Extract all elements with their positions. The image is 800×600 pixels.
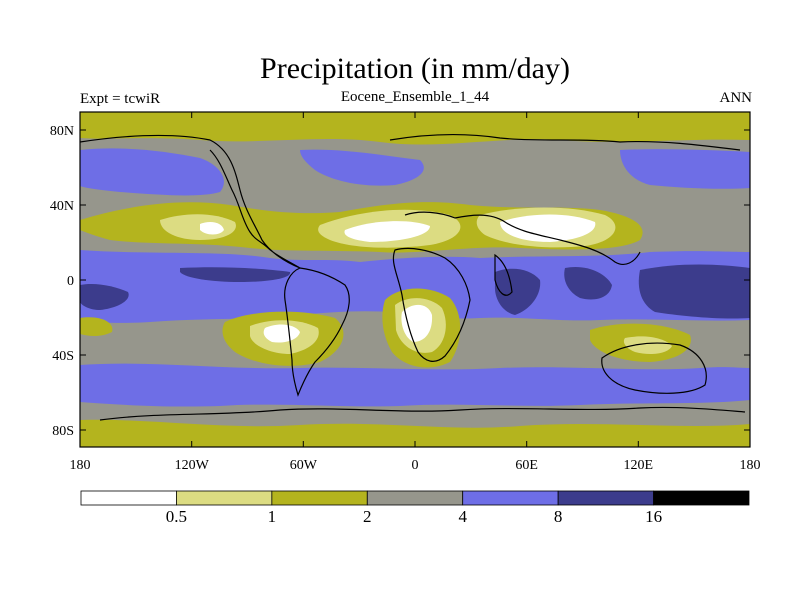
dark-blue-maritime: [564, 266, 612, 300]
plot-title: Precipitation (in mm/day): [260, 52, 570, 85]
colorbar-box-1: [176, 490, 273, 506]
colorbar-box-5: [557, 490, 654, 506]
lon-label-0: 0: [412, 458, 419, 473]
south-america-white: [263, 324, 300, 343]
coastlines: [80, 134, 746, 421]
experiment-label: Expt = tcwiR: [80, 91, 161, 107]
colorbar-box-4: [462, 490, 559, 506]
colorbar-label-0: 0.5: [166, 507, 187, 526]
coast-australia: [601, 342, 707, 394]
lat-label-40s: 40S: [52, 349, 74, 364]
lat-label-80s: 80S: [52, 424, 74, 439]
lon-label-180e: 180: [740, 458, 761, 473]
coast-india: [494, 253, 513, 296]
lon-label-60w: 60W: [290, 458, 318, 473]
longitude-labels: 180 120W 60W 0 60E 120E 180: [70, 458, 761, 473]
antarctic-yellow-band: [80, 419, 750, 447]
colorbar-box-2: [271, 490, 368, 506]
coast-north-america: [80, 134, 301, 269]
north-atlantic-blue: [300, 149, 424, 186]
colorbar-label-4: 8: [554, 507, 563, 526]
tick-marks: [79, 112, 751, 447]
coast-europe-asia: [389, 134, 741, 265]
colorbar: 0.5 1 2 4 8 16: [80, 490, 750, 526]
dry-white-3: [500, 214, 596, 242]
colorbar-box-6: [653, 490, 750, 506]
south-pacific-yellow: [80, 317, 113, 336]
australia-light: [623, 336, 672, 354]
lon-label-120w: 120W: [175, 458, 210, 473]
lon-label-180w: 180: [70, 458, 91, 473]
arctic-yellow-band: [80, 112, 750, 145]
colorbar-label-5: 16: [645, 507, 662, 526]
plot-subtitle: Eocene_Ensemble_1_44: [340, 89, 490, 105]
dark-blue-west: [80, 283, 129, 310]
dark-blue-pacific: [180, 267, 291, 282]
dark-blue-indian: [494, 268, 541, 315]
lat-label-0: 0: [67, 274, 74, 289]
colorbar-label-1: 1: [268, 507, 277, 526]
southern-blue-belt: [80, 363, 750, 407]
season-label: ANN: [719, 90, 753, 106]
colorbar-label-3: 4: [458, 507, 467, 526]
lat-label-40n: 40N: [50, 199, 74, 214]
lon-label-60e: 60E: [515, 458, 538, 473]
coast-africa: [392, 247, 471, 362]
north-pacific-blue: [80, 148, 224, 196]
dark-blue-east: [638, 264, 750, 319]
precipitation-field: [80, 112, 750, 447]
colorbar-box-0: [80, 490, 177, 506]
colorbar-label-2: 2: [363, 507, 372, 526]
dry-white-1: [200, 222, 224, 235]
lat-label-80n: 80N: [50, 124, 74, 139]
latitude-labels: 80N 40N 0 40S 80S: [50, 124, 74, 439]
lon-label-120e: 120E: [624, 458, 654, 473]
africa-white: [401, 304, 433, 342]
dry-white-2: [344, 221, 430, 242]
colorbar-box-3: [366, 490, 464, 506]
coast-south-america: [284, 267, 350, 397]
coast-antarctica: [99, 406, 746, 421]
north-pacific-east-blue: [620, 149, 750, 189]
